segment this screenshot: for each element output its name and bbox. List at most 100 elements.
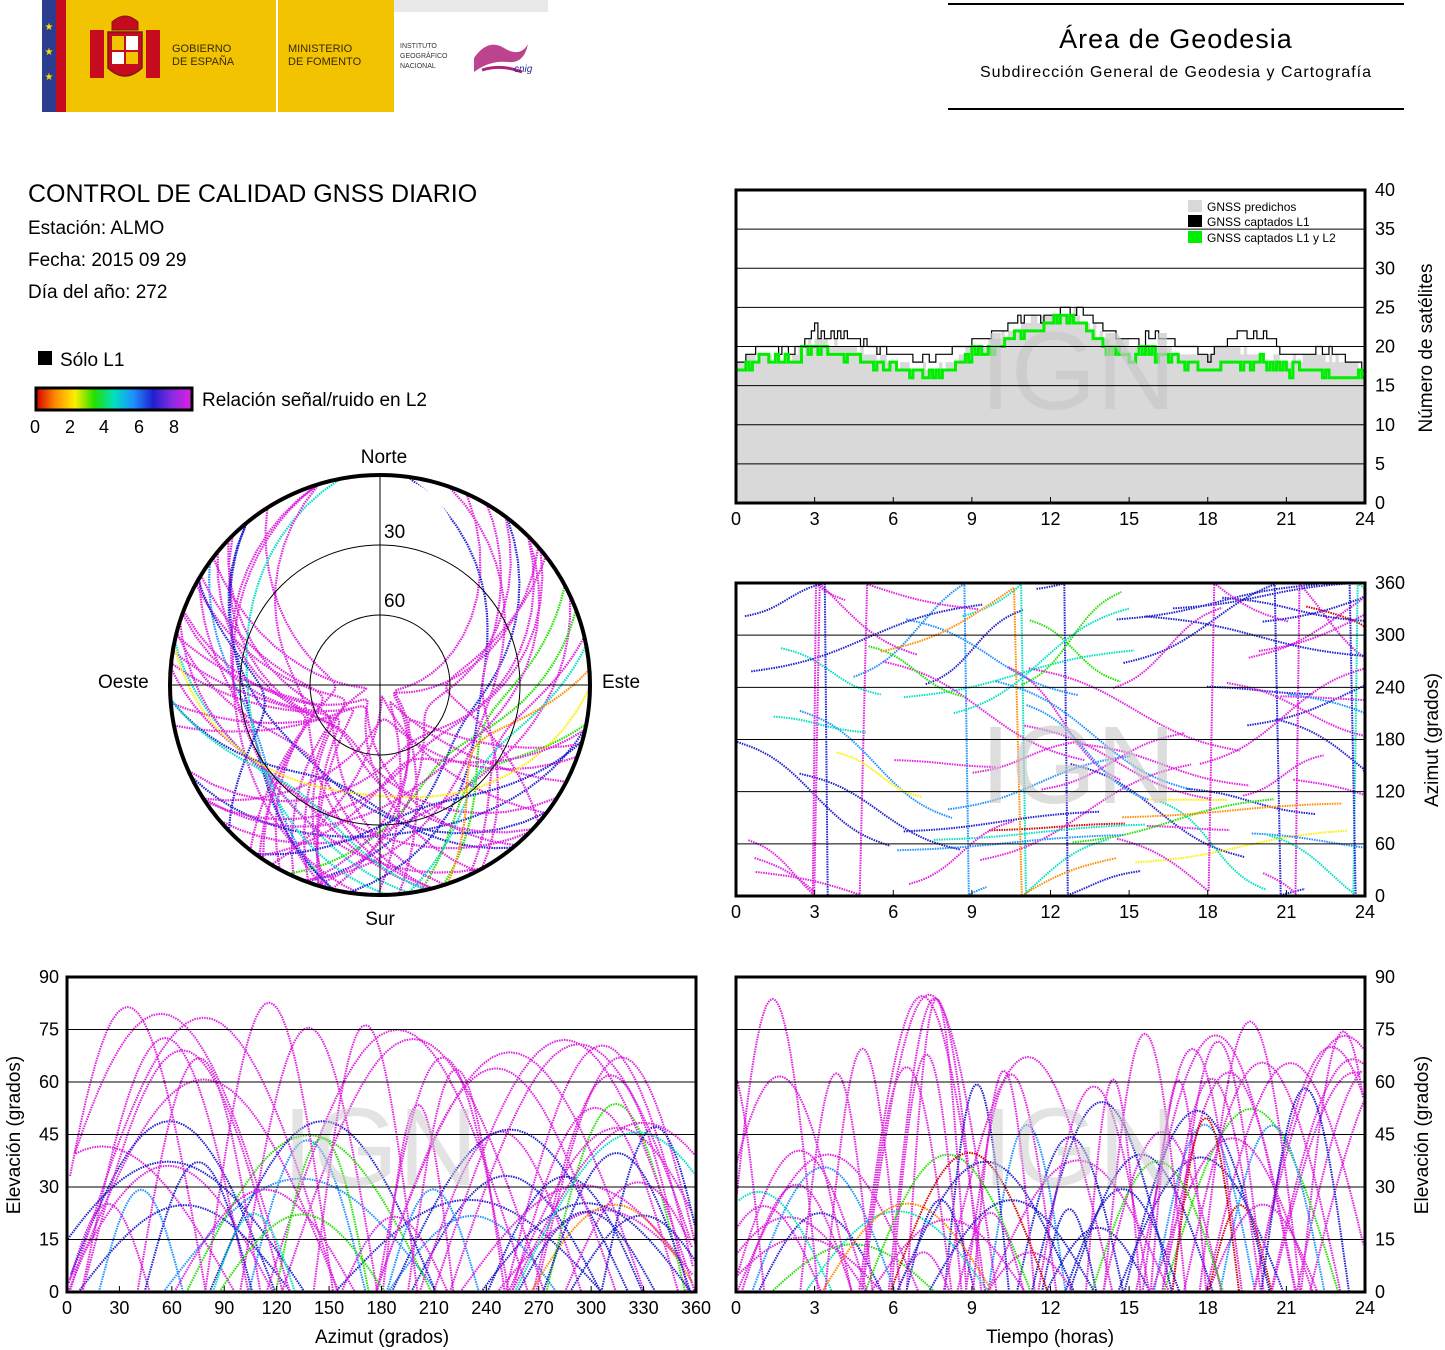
y-tick-label: 40	[1375, 180, 1395, 200]
horizon-circle	[168, 473, 592, 897]
y-tick-label: 15	[39, 1230, 59, 1250]
azimuth-track	[882, 660, 1085, 762]
azimuth-track	[1172, 582, 1357, 897]
x-tick-label: 330	[629, 1298, 659, 1318]
elevation-time-track	[804, 1210, 990, 1293]
elevation-track	[381, 1103, 455, 1293]
y-tick-label: 360	[1375, 575, 1405, 593]
x-tick-label: 21	[1276, 1298, 1296, 1318]
x-tick-label: 9	[967, 902, 977, 922]
azimuth-track	[1076, 742, 1250, 787]
sky-track	[181, 613, 516, 847]
sky-track	[194, 583, 346, 889]
west-label: Oeste	[98, 672, 149, 693]
x-tick-label: 18	[1198, 509, 1218, 529]
x-tick-label: 12	[1040, 509, 1060, 529]
x-tick-label: 6	[888, 509, 898, 529]
elevation-time-track	[1152, 1123, 1257, 1293]
ign-watermark: IGN	[980, 704, 1176, 827]
elevation-time-track	[887, 996, 983, 1293]
y-tick-label: 60	[1375, 834, 1395, 854]
header-rule-bottom	[948, 108, 1404, 110]
doy-label: Día del año: 272	[28, 282, 168, 303]
azimuth-track	[1122, 802, 1343, 819]
x-tick-label: 24	[1355, 1298, 1375, 1318]
azimuth-track	[1266, 581, 1366, 896]
elevation-track	[448, 1043, 692, 1293]
x-tick-label: 0	[62, 1298, 72, 1318]
y-tick-label: 240	[1375, 677, 1405, 697]
y-tick-label: 75	[1375, 1020, 1395, 1040]
elevation-time-track	[1300, 1030, 1365, 1293]
y-tick-label: 30	[1375, 1177, 1395, 1197]
sky-track	[227, 535, 558, 815]
ign-line2: GEOGRÁFICO	[400, 51, 448, 60]
elevation-time-track	[1163, 1107, 1340, 1293]
x-tick-label: 90	[214, 1298, 234, 1318]
elevation-time-track	[1253, 1045, 1364, 1293]
x-tick-label: 21	[1276, 509, 1296, 529]
sky-track	[178, 620, 531, 850]
y-tick-label: 45	[1375, 1125, 1395, 1145]
legend-swatch-l1l2	[1188, 231, 1202, 243]
elevation-time-track	[821, 1202, 994, 1293]
sky-track	[468, 636, 586, 876]
azimuth-track	[1112, 606, 1223, 690]
x-tick-label: 60	[162, 1298, 182, 1318]
elevation-time-track	[1308, 1101, 1365, 1293]
sky-track	[199, 574, 324, 860]
ign-line3: NACIONAL	[400, 63, 436, 70]
x-tick-label: 9	[967, 1298, 977, 1318]
sky-track	[446, 668, 590, 885]
legend-swatch-l1	[1188, 215, 1202, 227]
azimuth-track	[1116, 583, 1319, 621]
elevation-time-track	[1198, 1020, 1302, 1293]
elevation-track	[173, 1188, 356, 1293]
sky-track	[212, 557, 368, 877]
azimuth-track	[1116, 581, 1290, 894]
elevation-time-track	[1041, 1208, 1098, 1293]
x-tick-label: 18	[1198, 902, 1218, 922]
government-logo-strip: ★ ★ ★ GOBIERNO DE ESPAÑA MINISTERIO DE F…	[42, 0, 548, 112]
elevation-time-track	[736, 1153, 920, 1293]
sky-track	[419, 723, 587, 892]
elevation-time-track	[735, 997, 820, 1293]
elevation-time-track	[1102, 1032, 1187, 1293]
snr-tick: 0	[30, 417, 40, 437]
azimuth-time-chart: IGN 0 3 6 9 12 15 18 21 24 0 60 120 180 240 300 360 Az…	[731, 575, 1443, 922]
y-tick-label: 15	[1375, 376, 1395, 396]
sky-track	[197, 579, 266, 831]
azimuth-track	[1226, 681, 1366, 740]
coat-of-arms-icon	[90, 15, 160, 78]
elevation-time-track	[735, 1149, 869, 1293]
elevation-time-track	[1269, 1058, 1365, 1293]
area-subtitle: Subdirección General de Geodesia y Carto…	[980, 64, 1372, 81]
elevation-time-track	[1030, 1100, 1173, 1293]
elevation-time-track	[1252, 1034, 1364, 1293]
azimuth-track	[925, 609, 1024, 686]
sky-track	[270, 694, 547, 866]
sat-count-plot	[736, 306, 1365, 503]
y-tick-label: 0	[1375, 493, 1385, 513]
ign-watermark: IGN	[282, 1086, 478, 1209]
snr-label: Relación señal/ruido en L2	[202, 390, 427, 411]
elevation-time-track	[1015, 1135, 1125, 1293]
elevation-time-track	[1295, 1070, 1363, 1293]
elevation-time-track	[770, 1243, 936, 1293]
x-axis-ticks: 0 3 6 9 12 15 18 21 24	[731, 228, 1375, 529]
elevation-time-track	[824, 1047, 902, 1293]
snr-tick: 6	[134, 417, 144, 437]
elevation-time-track	[735, 1077, 766, 1293]
azimuth-track	[755, 582, 979, 896]
sky-track	[216, 551, 533, 834]
elevation-time-track	[1090, 1160, 1225, 1293]
elevation-track	[532, 1074, 690, 1293]
x-tick-label: 18	[1198, 1298, 1218, 1318]
y-tick-label: 120	[1375, 782, 1405, 802]
sky-track	[202, 535, 541, 828]
azimuth-track	[1247, 663, 1366, 727]
y-tick-label: 60	[1375, 1072, 1395, 1092]
elevation-time-track	[1205, 1061, 1365, 1293]
y-axis-ticks: 0 60 120 180 240 300 360	[1375, 575, 1405, 906]
sky-track	[182, 610, 477, 873]
